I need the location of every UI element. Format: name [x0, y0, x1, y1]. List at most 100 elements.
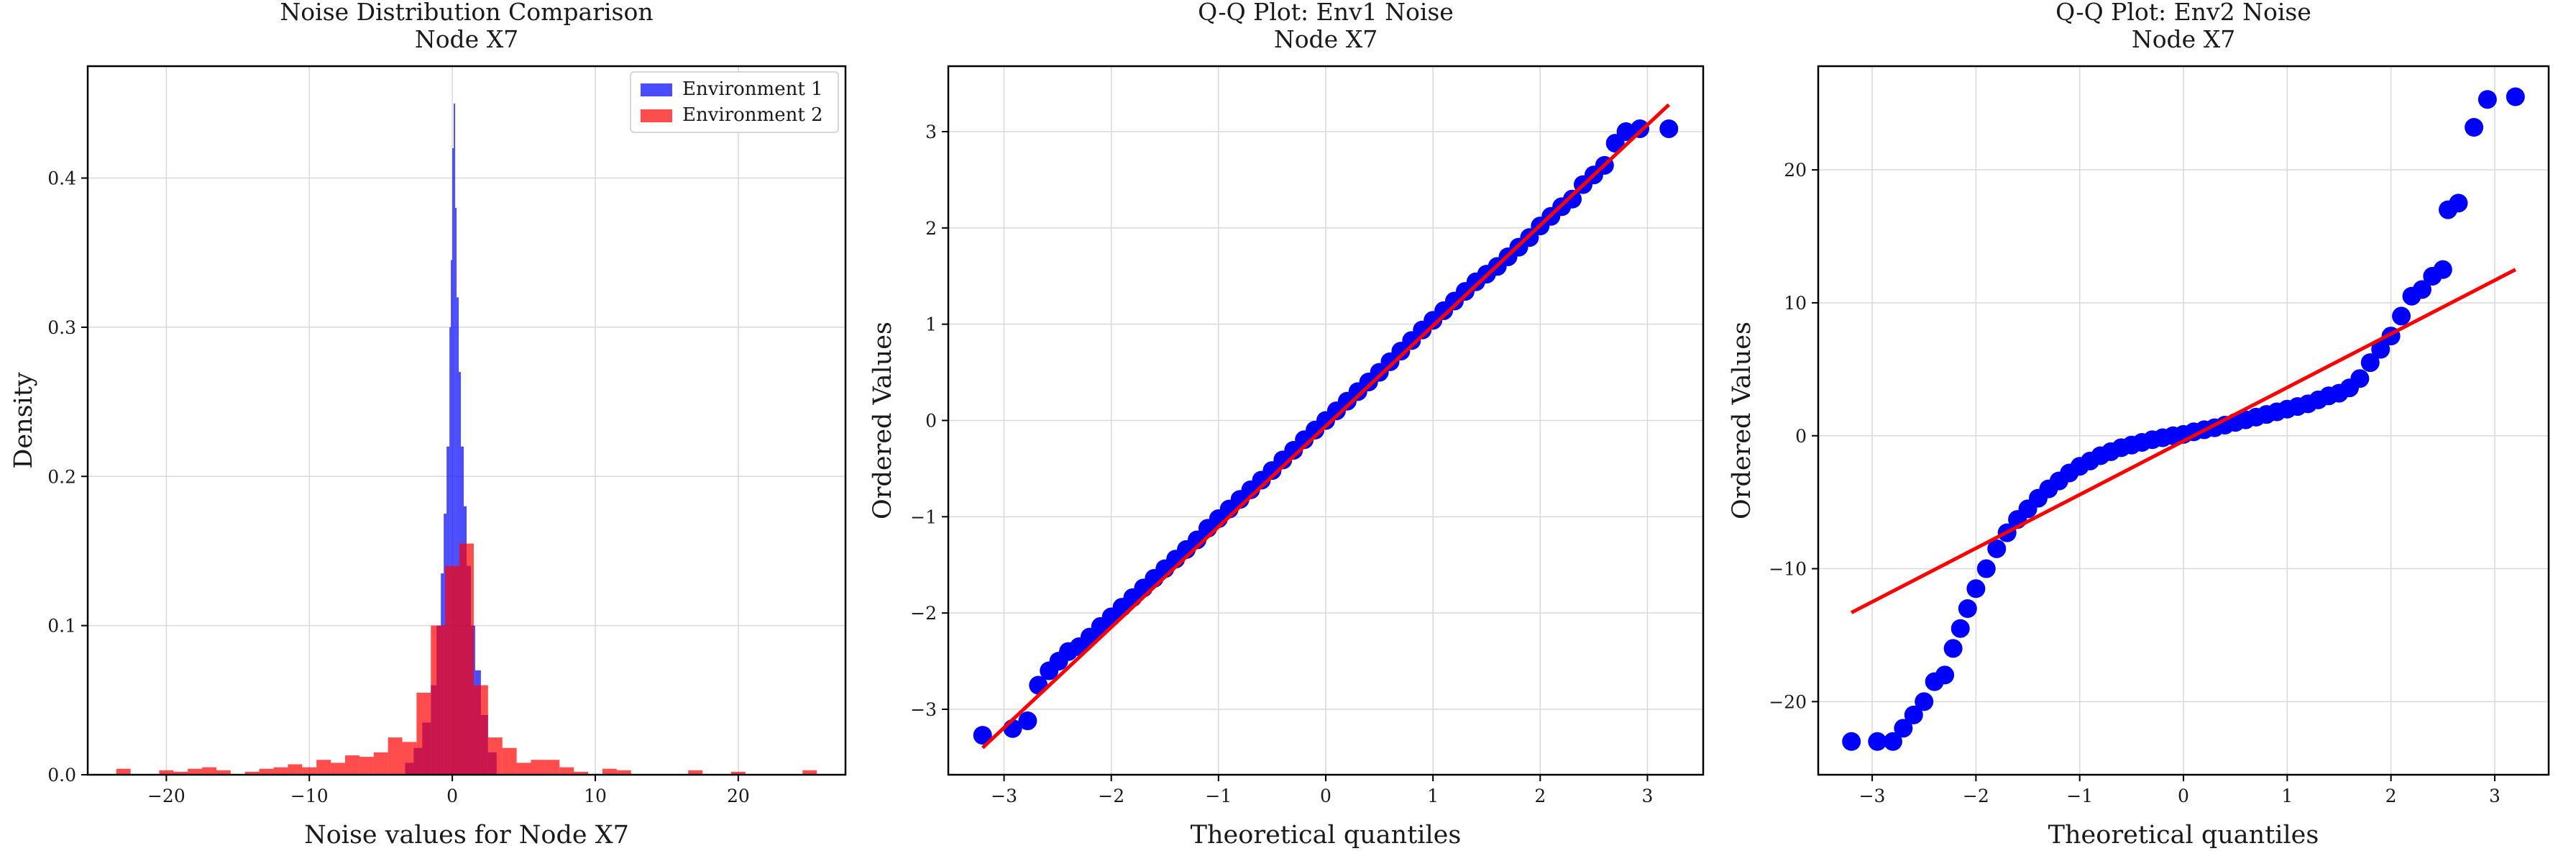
x-tick-label: −10: [290, 786, 329, 806]
histogram-bar: [454, 103, 456, 775]
x-tick-label: 0: [446, 786, 458, 806]
histogram-bar: [502, 747, 517, 775]
plot-area: [973, 103, 1679, 750]
histogram-bar: [730, 771, 746, 775]
qq-point: [1842, 732, 1861, 751]
histogram-bar: [688, 770, 703, 775]
histogram-bar: [373, 752, 388, 775]
qq-points: [1842, 87, 2525, 751]
qq-point: [1943, 639, 1963, 658]
qq-point: [1631, 119, 1650, 138]
qq-point: [2433, 260, 2452, 279]
grid: [1818, 66, 2549, 775]
qq-point: [1951, 619, 1970, 638]
y-axis-label: Density: [9, 372, 38, 469]
x-tick-label: 2: [2385, 786, 2397, 806]
qq-point: [1976, 559, 1996, 578]
qq-point: [1894, 719, 1913, 738]
y-tick-label: −3: [910, 699, 937, 720]
x-tick-label: 3: [2489, 786, 2501, 806]
y-tick-label: 0.0: [47, 765, 76, 786]
histogram-bar: [487, 737, 503, 775]
y-tick-label: −1: [910, 506, 937, 527]
histogram-bar: [244, 771, 260, 775]
legend: Environment 1 Environment 2: [630, 71, 839, 133]
y-axis-label: Ordered Values: [868, 322, 897, 519]
qq-point: [2371, 340, 2391, 359]
histogram-bar: [288, 764, 303, 775]
qq-point: [2412, 280, 2431, 299]
chart-title: Node X7: [2132, 25, 2235, 53]
y-tick-label: 20: [1784, 160, 1807, 181]
histogram-bar: [455, 208, 457, 775]
x-tick-label: −2: [1098, 786, 1124, 806]
x-axis-label: Noise values for Node X7: [304, 821, 629, 850]
chart-title: Q-Q Plot: Env2 Noise: [2055, 0, 2311, 26]
histogram-bar: [431, 625, 446, 775]
histogram-bar: [344, 755, 359, 775]
y-tick-label: 3: [925, 122, 937, 142]
qq-point: [1958, 599, 1977, 618]
qq-point: [2449, 194, 2468, 213]
x-tick-label: 3: [1641, 786, 1653, 806]
qq-point: [1868, 732, 1887, 751]
y-tick-label: 0: [1795, 426, 1807, 447]
y-axis-label: Ordered Values: [1728, 322, 1756, 519]
qq-point: [1987, 539, 2007, 558]
histogram-bar: [531, 760, 546, 775]
plot-area: [1842, 87, 2525, 751]
legend-swatch: [641, 83, 672, 96]
histogram-bar: [445, 565, 460, 775]
chart-panel-2: −3 −2 −1 0 1 2 3 −3 −2 −1 0 1 2 3 Q-Q Plot: Env1 Noise…: [868, 0, 1705, 850]
legend-label: Environment 1: [682, 78, 823, 100]
grid: [948, 66, 1703, 775]
chart-title: Q-Q Plot: Env1 Noise: [1198, 0, 1454, 26]
histogram-bar: [259, 768, 274, 775]
plot-area: [116, 103, 817, 775]
x-tick-label: 1: [1427, 786, 1439, 806]
y-tick-label: 0: [925, 411, 937, 432]
y-tick-label: 2: [925, 218, 937, 239]
histogram-bar: [316, 760, 331, 775]
histogram-bar: [173, 771, 188, 775]
x-tick-label: 2: [1534, 786, 1546, 806]
histogram-bar: [459, 543, 474, 775]
x-axis-label: Theoretical quantiles: [2048, 821, 2319, 850]
histogram-bar: [473, 685, 488, 775]
histogram-bar: [559, 767, 574, 775]
y-tick-label: −20: [1769, 691, 1807, 712]
histogram-bar: [616, 770, 631, 775]
fit-line: [1851, 268, 2516, 614]
histogram-bar: [188, 768, 203, 775]
chart-title: Node X7: [415, 25, 518, 53]
qq-point: [2478, 90, 2497, 109]
x-tick-label: −1: [2066, 786, 2093, 806]
y-tick-label: 1: [925, 314, 937, 335]
y-tick-label: 0.3: [47, 317, 76, 338]
y-tick-label: −10: [1769, 559, 1807, 580]
histogram-bar: [574, 771, 589, 775]
histogram-bar: [402, 742, 417, 775]
qq-point: [1935, 665, 1955, 685]
y-tick-label: 0.1: [47, 616, 76, 637]
qq-point: [973, 726, 992, 745]
qq-point: [2465, 118, 2484, 137]
y-tick-label: 0.2: [47, 466, 76, 487]
chart-title: Node X7: [1274, 25, 1378, 53]
chart-panel-1: −20 −10 0 10 20 0.0 0.1 0.2 0.3 0.4 Noise Distribu…: [9, 0, 847, 850]
x-tick-label: −20: [147, 786, 185, 806]
x-tick-label: −2: [1963, 786, 1989, 806]
histogram-bar: [602, 768, 617, 775]
histogram-bar: [452, 148, 454, 775]
x-tick-label: −3: [1859, 786, 1886, 806]
histogram-bar: [216, 770, 231, 775]
y-tick-label: 10: [1784, 293, 1807, 314]
histogram-bar: [457, 297, 459, 775]
fit-line: [981, 103, 1670, 750]
histogram-bar: [302, 767, 317, 775]
histogram-bar: [451, 260, 453, 775]
histogram-bar: [449, 327, 452, 775]
qq-point: [2506, 87, 2525, 106]
